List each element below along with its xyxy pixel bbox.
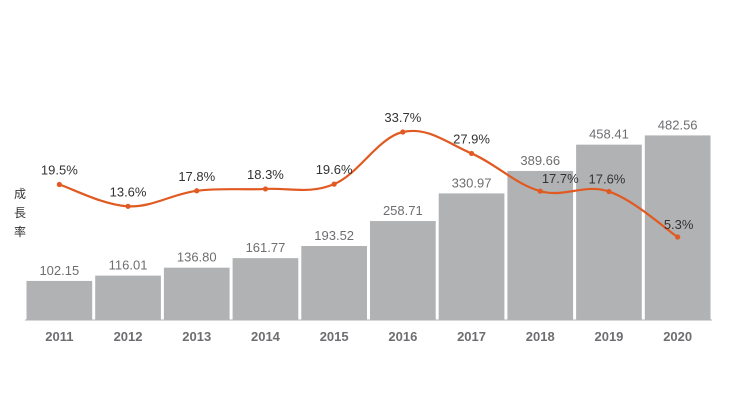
rate-point-2012	[125, 203, 131, 209]
x-tick-2020: 2020	[663, 329, 692, 344]
line-layer	[56, 129, 681, 240]
x-tick-2019: 2019	[594, 329, 623, 344]
x-tick-2015: 2015	[320, 329, 349, 344]
bar-labels-layer: 102.15 116.01 136.80 161.77 193.52 258.71 330.…	[39, 117, 697, 278]
y-label-char: 成	[14, 187, 26, 201]
x-tick-2016: 2016	[388, 329, 417, 344]
bar-2012	[95, 275, 161, 320]
bars-layer	[26, 135, 711, 320]
rate-point-2017	[468, 150, 475, 157]
x-tick-2011: 2011	[45, 329, 73, 344]
growth-rate-line	[59, 129, 679, 238]
bar-value-label-2018: 389.66	[520, 153, 560, 168]
rate-label-2016: 33.7%	[384, 110, 421, 125]
rate-point-2013	[194, 188, 200, 194]
bar-value-label-2020: 482.56	[658, 117, 698, 132]
rate-labels-layer: 19.5% 13.6% 17.8% 18.3% 19.6% 33.7% 27.9% 17.7%…	[41, 110, 694, 232]
rate-label-2011: 19.5%	[41, 163, 78, 178]
rate-point-2011	[56, 181, 62, 188]
rate-label-2012: 13.6%	[110, 184, 147, 199]
x-tick-2012: 2012	[114, 329, 143, 344]
rate-label-2020: 5.3%	[664, 217, 694, 232]
bar-2011	[26, 280, 93, 320]
bar-value-label-2015: 193.52	[314, 228, 354, 243]
rate-label-2014: 18.3%	[247, 167, 284, 182]
x-tick-2014: 2014	[251, 329, 281, 344]
bar-value-label-2016: 258.71	[383, 203, 423, 218]
rate-point-2014	[262, 186, 269, 192]
rate-label-2019: 17.6%	[589, 172, 626, 187]
y-label-char: 率	[14, 224, 26, 239]
rate-point-2020	[675, 234, 681, 240]
rate-point-2019	[606, 188, 612, 195]
rate-label-2018: 17.7%	[542, 171, 579, 186]
bar-value-label-2013: 136.80	[177, 250, 217, 265]
bar-2020	[644, 135, 711, 320]
x-tick-2013: 2013	[182, 329, 211, 344]
rate-label-2013: 17.8%	[178, 169, 215, 184]
rate-label-2017: 27.9%	[453, 131, 490, 146]
bar-value-label-2019: 458.41	[589, 127, 629, 142]
bar-2014	[232, 258, 299, 320]
bar-2019	[576, 144, 642, 320]
ticks-layer: 2011 2012 2013 2014 2015 2016 2017 2018 2019 2020	[45, 329, 692, 344]
bar-2015	[301, 245, 367, 320]
rate-point-2016	[400, 129, 406, 135]
bar-value-label-2012: 116.01	[109, 258, 148, 273]
bar-2016	[370, 221, 436, 320]
bar-2018	[507, 170, 574, 320]
bar-value-label-2011: 102.15	[39, 263, 79, 278]
rate-point-2015	[331, 181, 337, 187]
bar-2017	[438, 193, 505, 320]
y-axis-label: 成長率	[14, 187, 26, 239]
y-label-char: 長	[14, 206, 26, 220]
rate-label-2015: 19.6%	[316, 162, 353, 177]
rate-point-2018	[537, 188, 543, 194]
bar-value-label-2017: 330.97	[452, 175, 492, 190]
x-tick-2017: 2017	[457, 329, 486, 344]
bar-2013	[163, 267, 230, 320]
x-tick-2018: 2018	[526, 329, 555, 344]
bar-value-label-2014: 161.77	[246, 240, 286, 255]
